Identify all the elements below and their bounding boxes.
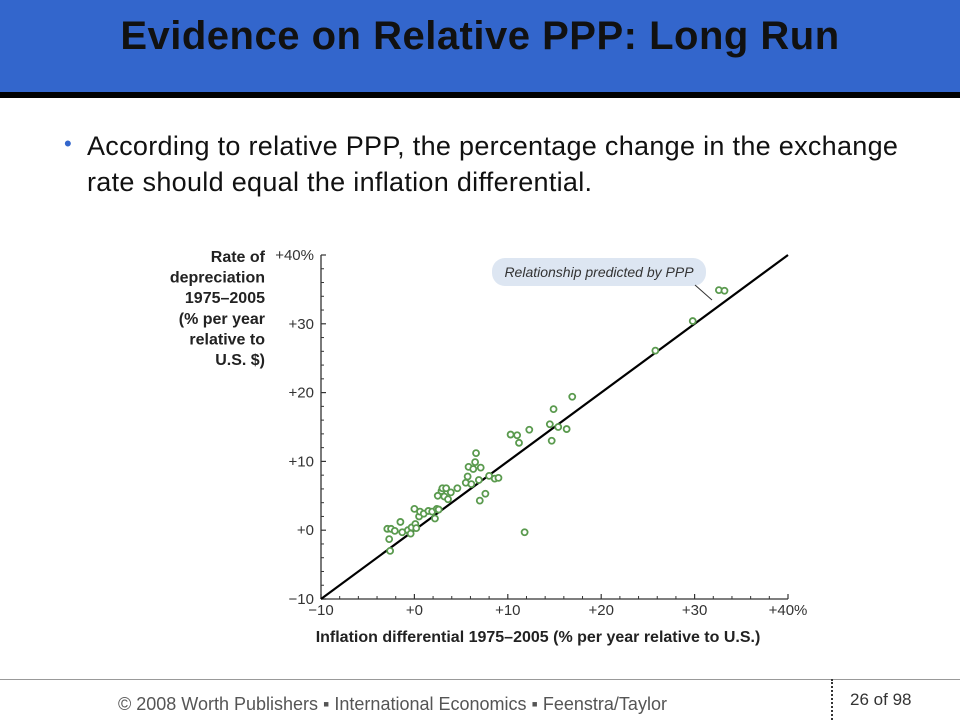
data-point [442, 484, 451, 493]
y-axis-title-line: relative to [189, 331, 265, 348]
page-current: 26 [850, 690, 869, 709]
footer-rule [0, 679, 960, 680]
annotation-box [492, 258, 706, 286]
x-tick-label: +40% [769, 602, 808, 619]
data-point [474, 476, 483, 484]
data-point [390, 526, 399, 535]
data-point [463, 472, 472, 481]
y-tick-label: −10 [289, 591, 314, 608]
data-point [549, 405, 558, 414]
x-tick-label: +30 [682, 602, 707, 619]
data-point [385, 535, 394, 544]
tick-marks: −10 +0 +10 +20 +30 +40% −10 +0 +10 +20 +30 +40% [275, 247, 807, 619]
data-point [476, 463, 485, 472]
data-point [520, 528, 529, 537]
data-points [383, 286, 729, 555]
data-point [720, 286, 729, 295]
data-point [446, 488, 455, 497]
title-bar [0, 0, 960, 92]
footer-text: © 2008 Worth Publishers ▪ International … [118, 694, 667, 714]
bullet-text: According to relative PPP, the percentag… [87, 131, 899, 197]
data-point [494, 474, 503, 482]
page-number: 26 of 98 [850, 690, 950, 710]
data-point [554, 423, 563, 431]
data-point [525, 425, 534, 434]
y-tick-label: +0 [297, 522, 314, 539]
data-point [688, 317, 697, 325]
data-point [506, 430, 515, 439]
y-axis-title-line: 1975–2005 [185, 290, 265, 307]
data-point [406, 529, 415, 538]
y-axis-title-line: U.S. $) [215, 352, 265, 369]
page-of: of [873, 690, 888, 709]
axes [320, 255, 788, 600]
data-point [475, 496, 484, 505]
data-point [568, 392, 577, 401]
data-point [513, 431, 522, 440]
y-axis-title-line: (% per year [179, 311, 265, 328]
x-tick-label: +10 [495, 602, 520, 619]
data-point [469, 465, 478, 473]
x-tick-label: −10 [308, 602, 333, 619]
data-point [453, 484, 462, 493]
title-rule [0, 92, 960, 98]
annotation-text: Relationship predicted by PPP [504, 264, 694, 280]
y-tick-label: +40% [275, 247, 314, 264]
data-point [412, 524, 421, 533]
y-axis-title: Rate of depreciation 1975–2005 (% per year r… [170, 249, 266, 369]
data-point [444, 495, 452, 504]
ppp-scatter-chart: Rate of depreciation 1975–2005 (% per year r… [170, 247, 808, 646]
y-tick-label: +20 [289, 385, 314, 402]
data-point [396, 518, 405, 526]
x-tick-label: +0 [406, 602, 423, 619]
x-axis-title: Inflation differential 1975–2005 (% per … [316, 629, 761, 646]
annotation-callout: Relationship predicted by PPP [492, 258, 713, 301]
y-tick-label: +10 [289, 453, 314, 470]
x-tick-label: +20 [588, 602, 613, 619]
annotation-leader [694, 284, 713, 301]
data-point [547, 436, 556, 445]
data-point [471, 458, 480, 466]
data-point [651, 346, 660, 355]
data-point [481, 489, 490, 498]
y-axis-title-line: depreciation [170, 270, 265, 287]
data-point [472, 449, 480, 458]
y-axis-title-line: Rate of [211, 249, 266, 266]
data-point [562, 425, 571, 433]
y-tick-label: +30 [289, 316, 314, 333]
data-point [386, 546, 395, 555]
data-point [467, 480, 476, 489]
data-point [545, 420, 554, 429]
data-point [431, 514, 439, 523]
page-total: 98 [892, 690, 912, 709]
data-point [434, 505, 443, 514]
footer-divider [831, 679, 833, 720]
bullet-marker: • [64, 131, 72, 156]
slide-title: Evidence on Relative PPP: Long Run [120, 14, 840, 58]
data-point [515, 438, 523, 447]
